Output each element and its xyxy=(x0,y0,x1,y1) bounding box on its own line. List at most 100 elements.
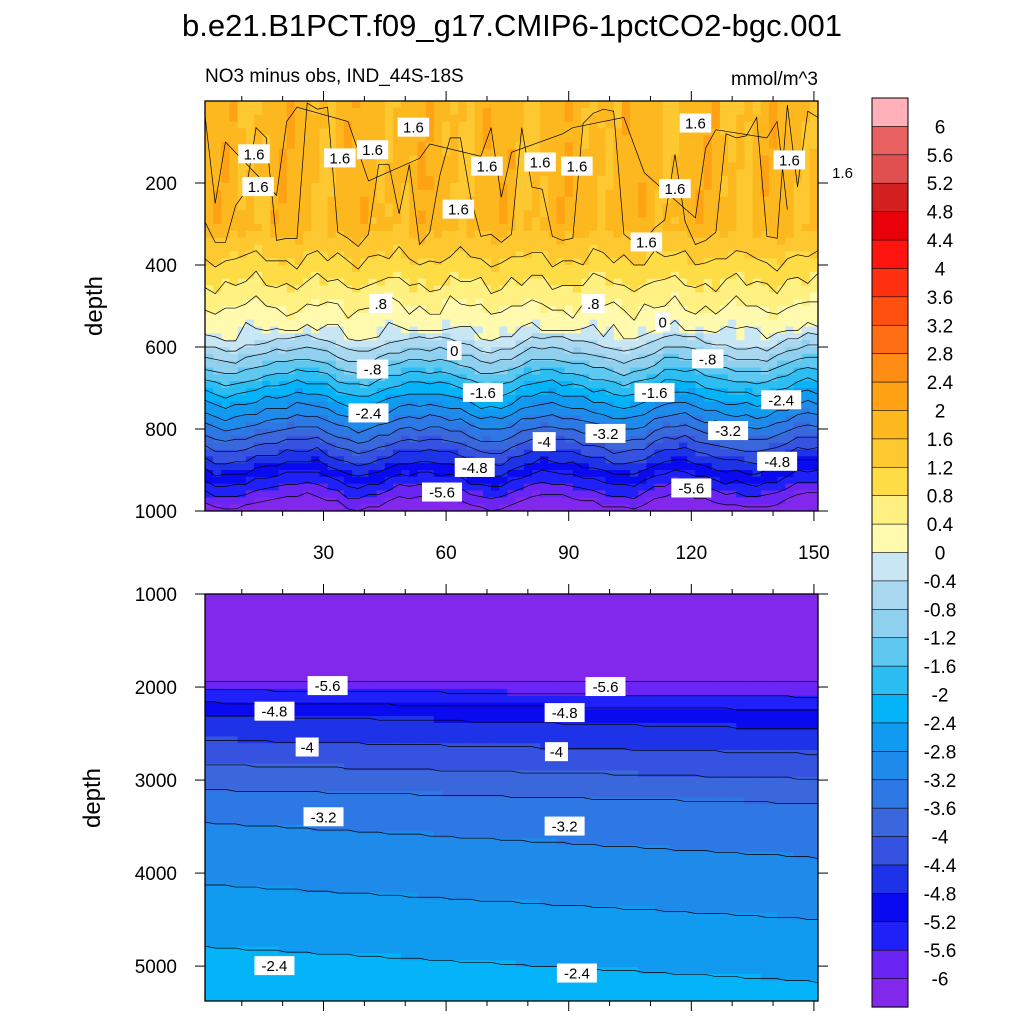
upper-contour-label: 1.6 xyxy=(665,181,686,198)
upper-fill-cell xyxy=(540,360,549,369)
upper-fill-cell xyxy=(564,135,574,143)
upper-fill-cell xyxy=(229,189,239,198)
upper-fill-cell xyxy=(368,210,378,218)
upper-fill-cell xyxy=(499,244,509,252)
upper-fill-cell xyxy=(654,340,664,348)
upper-fill-cell xyxy=(205,237,214,246)
upper-fill-cell xyxy=(270,353,280,362)
upper-fill-cell xyxy=(793,449,803,457)
upper-fill-cell xyxy=(785,107,795,116)
upper-fill-cell xyxy=(760,189,770,198)
upper-fill-cell xyxy=(654,121,664,129)
lower-fill-cell xyxy=(237,607,247,615)
lower-fill-cell xyxy=(229,804,239,812)
upper-fill-cell xyxy=(425,237,435,246)
upper-fill-cell xyxy=(760,285,770,293)
upper-fill-cell xyxy=(450,271,459,280)
upper-fill-cell xyxy=(221,497,231,505)
upper-fill-cell xyxy=(572,476,582,485)
lower-fill-cell xyxy=(205,844,214,853)
upper-fill-cell xyxy=(254,135,263,143)
upper-fill-cell xyxy=(801,435,811,444)
upper-fill-cell xyxy=(384,415,394,423)
upper-fill-cell xyxy=(662,121,672,129)
upper-fill-cell xyxy=(286,114,296,123)
upper-fill-cell xyxy=(736,381,746,389)
lower-fill-cell xyxy=(221,750,231,758)
upper-fill-cell xyxy=(482,265,492,273)
upper-fill-cell xyxy=(515,360,525,369)
lower-fill-cell xyxy=(237,655,247,663)
upper-fill-cell xyxy=(474,374,484,382)
lower-fill-cell xyxy=(221,614,231,622)
upper-fill-cell xyxy=(205,251,214,259)
upper-fill-cell xyxy=(254,483,263,492)
upper-fill-cell xyxy=(507,429,517,437)
upper-fill-cell xyxy=(768,374,778,382)
upper-fill-cell xyxy=(278,155,288,164)
upper-fill-cell xyxy=(368,435,378,444)
upper-fill-cell xyxy=(572,142,582,150)
lower-fill-cell xyxy=(245,865,255,873)
upper-contour-label: 1.6 xyxy=(636,234,657,251)
upper-fill-cell xyxy=(392,463,402,471)
upper-fill-cell xyxy=(294,497,304,505)
upper-fill-cell xyxy=(809,285,818,293)
upper-fill-cell xyxy=(360,429,370,437)
upper-fill-cell xyxy=(564,422,574,430)
upper-fill-cell xyxy=(597,135,607,143)
upper-fill-cell xyxy=(507,237,517,246)
upper-fill-cell xyxy=(531,415,541,423)
upper-fill-cell xyxy=(572,456,582,464)
upper-fill-cell xyxy=(319,244,329,252)
upper-fill-cell xyxy=(335,470,345,478)
upper-fill-cell xyxy=(450,326,459,334)
lower-fill-cell xyxy=(213,980,222,989)
upper-fill-cell xyxy=(352,135,361,143)
upper-fill-cell xyxy=(450,463,459,471)
upper-fill-cell xyxy=(376,196,386,205)
upper-fill-cell xyxy=(728,463,737,471)
upper-fill-cell xyxy=(417,360,427,369)
upper-fill-cell xyxy=(711,285,721,293)
upper-fill-cell xyxy=(491,183,500,191)
upper-fill-cell xyxy=(392,415,402,423)
upper-fill-cell xyxy=(580,196,590,205)
upper-fill-cell xyxy=(417,490,427,498)
upper-fill-cell xyxy=(433,442,443,451)
upper-fill-cell xyxy=(319,312,329,321)
upper-fill-cell xyxy=(352,504,361,511)
upper-fill-cell xyxy=(245,217,255,225)
upper-fill-cell xyxy=(589,142,598,150)
upper-fill-cell xyxy=(793,340,803,348)
upper-fill-cell xyxy=(646,490,656,498)
upper-fill-cell xyxy=(711,408,721,416)
upper-fill-cell xyxy=(229,388,239,396)
upper-fill-cell xyxy=(687,319,696,328)
lower-fill-cell xyxy=(221,783,231,792)
upper-fill-cell xyxy=(294,483,304,492)
upper-fill-cell xyxy=(728,504,737,511)
upper-fill-cell xyxy=(744,237,754,246)
upper-fill-cell xyxy=(335,196,345,205)
upper-fill-cell xyxy=(221,401,231,410)
upper-fill-cell xyxy=(638,306,647,314)
upper-fill-cell xyxy=(711,101,721,109)
upper-fill-cell xyxy=(801,258,811,266)
upper-fill-cell xyxy=(278,101,288,109)
upper-fill-cell xyxy=(736,306,746,314)
upper-fill-cell xyxy=(785,169,795,177)
upper-fill-cell xyxy=(687,203,696,211)
upper-fill-cell xyxy=(221,135,231,143)
upper-fill-cell xyxy=(531,224,541,232)
upper-fill-cell xyxy=(205,217,214,225)
upper-fill-cell xyxy=(237,442,247,451)
upper-fill-cell xyxy=(646,285,656,293)
upper-fill-cell xyxy=(809,408,818,416)
upper-fill-cell xyxy=(205,142,214,150)
upper-fill-cell xyxy=(482,504,492,511)
upper-fill-cell xyxy=(695,155,705,164)
upper-fill-cell xyxy=(523,333,533,341)
upper-fill-cell xyxy=(752,142,762,150)
